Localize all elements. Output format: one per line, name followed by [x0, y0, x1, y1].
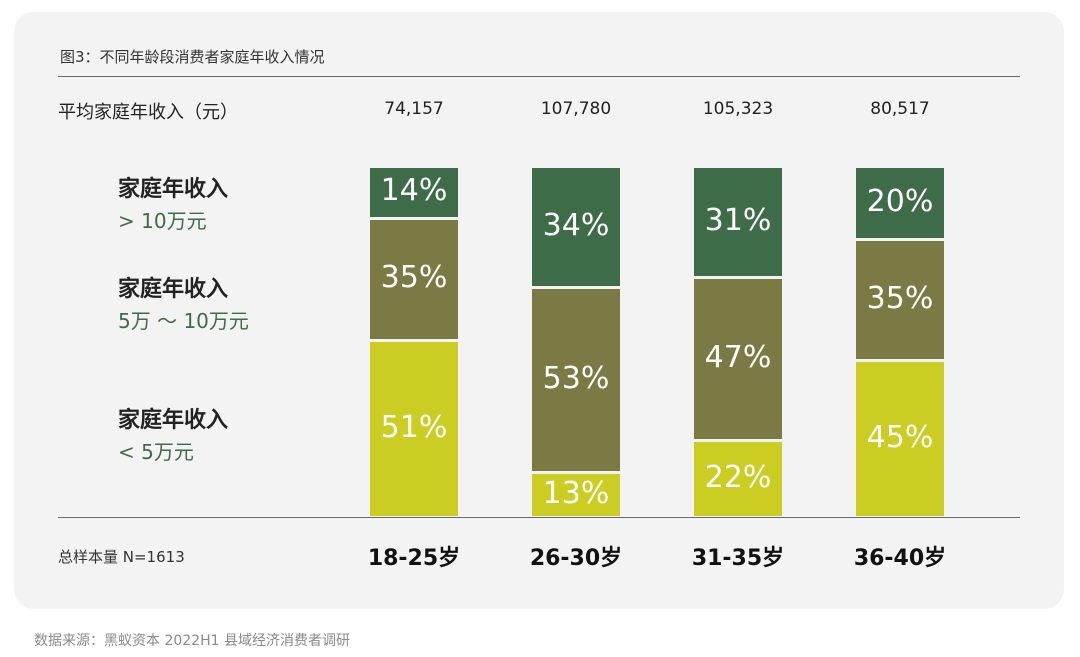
low-income-segment [532, 473, 620, 516]
mid-income-segment [856, 240, 944, 360]
legend-high-range: > 10万元 [118, 209, 207, 233]
high-income-segment [856, 168, 944, 238]
low-income-label: 51% [380, 409, 448, 445]
high-income-label: 34% [542, 208, 610, 244]
high-income-label: 20% [866, 183, 934, 219]
low-income-label: 13% [542, 475, 610, 511]
mid-income-segment [532, 289, 620, 471]
legend-low-title: 家庭年收入 [118, 408, 229, 433]
low-income-segment [856, 362, 944, 516]
legend-low-range: < 5万元 [118, 440, 194, 464]
high-income-segment [532, 168, 620, 287]
sample-size: 总样本量 N=1613 [58, 548, 185, 566]
mid-income-label: 35% [380, 260, 448, 296]
low-income-label: 45% [866, 420, 934, 456]
mid-income-label: 47% [704, 340, 772, 376]
x-tick-label: 31-35岁 [691, 546, 785, 571]
mid-income-label: 53% [542, 361, 610, 397]
figure-title: 图3：不同年龄段消费者家庭年收入情况 [60, 48, 325, 66]
legend-mid-title: 家庭年收入 [118, 277, 229, 302]
low-income-segment [694, 442, 782, 516]
avg-income-label: 平均家庭年收入（元） [58, 102, 238, 123]
top-rule [58, 76, 1020, 77]
x-tick-label: 18-25岁 [367, 546, 461, 571]
low-income-label: 22% [704, 460, 772, 496]
avg-income-value: 80,517 [870, 99, 930, 119]
baseline-rule [58, 517, 1020, 518]
legend-mid-range: 5万 ～ 10万元 [118, 309, 249, 333]
high-income-segment [694, 168, 782, 276]
x-tick-label: 26-30岁 [529, 546, 623, 571]
legend-high-title: 家庭年收入 [118, 177, 229, 202]
high-income-label: 14% [380, 173, 448, 209]
mid-income-segment [370, 219, 458, 339]
low-income-segment [370, 341, 458, 516]
avg-income-value: 107,780 [540, 99, 612, 119]
mid-income-label: 35% [866, 281, 934, 316]
avg-income-value: 105,323 [702, 99, 774, 119]
high-income-label: 31% [704, 202, 772, 238]
data-source: 数据来源：黑蚁资本 2022H1 县域经济消费者调研 [34, 633, 350, 649]
avg-income-value: 74,157 [384, 99, 444, 119]
mid-income-segment [694, 278, 782, 440]
high-income-segment [370, 168, 458, 217]
x-tick-label: 36-40岁 [853, 546, 947, 571]
